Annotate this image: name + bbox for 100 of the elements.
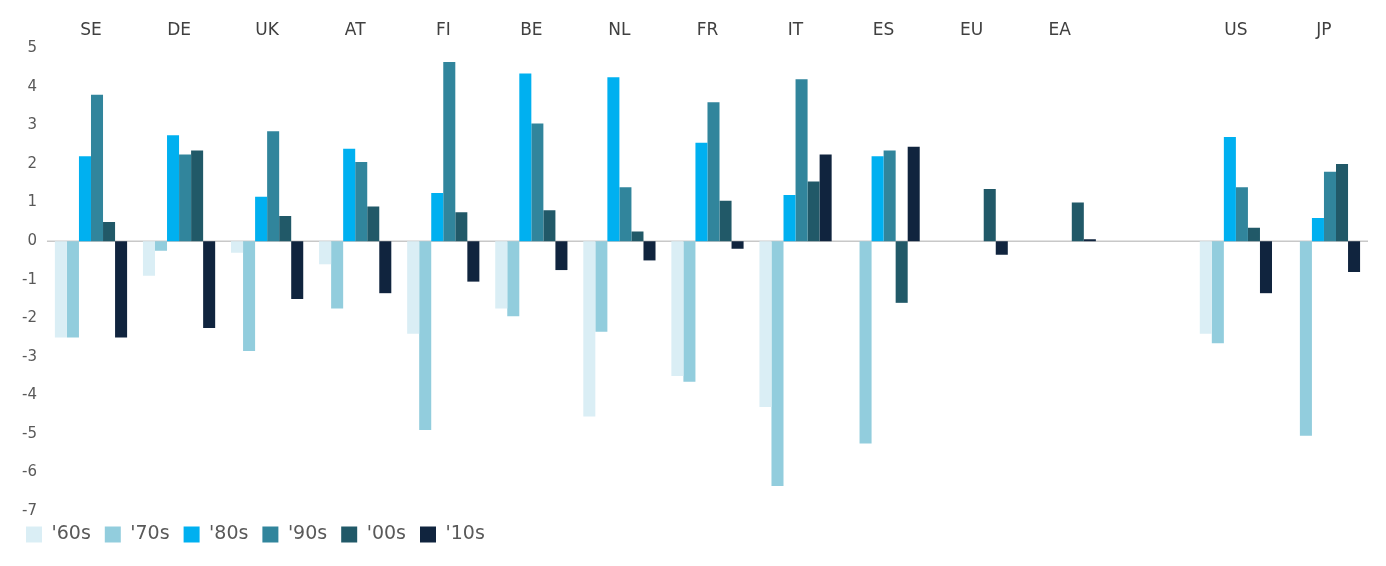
bar [1211, 241, 1224, 344]
x-tick-label: FR [696, 18, 719, 39]
bar [279, 216, 292, 242]
bar [555, 241, 568, 271]
bar [619, 187, 632, 242]
bar [467, 241, 480, 282]
bar [1311, 218, 1324, 242]
bar [731, 241, 744, 249]
bar [895, 241, 908, 303]
legend-label: '00s [366, 521, 407, 544]
y-tick-label: 5 [27, 38, 37, 57]
bar [343, 148, 356, 242]
y-tick-label: 0 [27, 231, 37, 250]
bar [419, 241, 432, 431]
bar [243, 241, 256, 352]
y-tick-label: -2 [21, 308, 37, 327]
bar [531, 123, 544, 242]
y-tick-label: 3 [27, 115, 37, 134]
bar [103, 221, 116, 242]
bar [1199, 241, 1212, 334]
bar [595, 241, 608, 332]
bar [695, 142, 708, 242]
bar [519, 73, 532, 242]
x-tick-label: EU [960, 18, 984, 39]
bar [291, 241, 304, 299]
bar [907, 146, 920, 242]
x-tick-label: SE [80, 18, 102, 39]
bar [495, 241, 508, 309]
x-tick-label: FI [435, 18, 451, 39]
bar [719, 200, 732, 242]
bar [795, 79, 808, 242]
bar [643, 241, 656, 261]
bar [859, 241, 872, 444]
bar [1235, 187, 1248, 242]
x-tick-label: BE [520, 18, 543, 39]
bar [115, 241, 128, 338]
bar [66, 241, 79, 338]
bar [671, 241, 684, 377]
bar [331, 241, 344, 309]
bar [871, 156, 884, 242]
bar [319, 241, 332, 265]
bar [543, 210, 556, 242]
y-tick-label: -7 [21, 500, 37, 519]
y-tick-label: -1 [21, 269, 37, 288]
x-tick-label: IT [787, 18, 804, 39]
bar [683, 241, 696, 382]
bar [167, 135, 180, 242]
bar [1299, 241, 1312, 436]
bar [255, 196, 268, 242]
bar [707, 102, 720, 242]
bar [455, 212, 468, 242]
x-tick-label: DE [167, 18, 191, 39]
bar [355, 162, 368, 242]
bar [583, 241, 596, 417]
bar [771, 241, 784, 486]
bar [203, 241, 216, 328]
x-tick-label: EA [1048, 18, 1072, 39]
y-tick-label: -4 [21, 385, 37, 404]
bar [54, 241, 67, 338]
bar [90, 94, 104, 242]
y-tick-label: -5 [21, 423, 37, 442]
legend-label: '10s [445, 521, 485, 544]
bar [431, 192, 444, 242]
bar [1071, 202, 1084, 242]
x-tick-label: US [1224, 18, 1248, 39]
bar [1323, 171, 1336, 242]
y-tick-label: -3 [21, 346, 37, 365]
legend-label: '80s [209, 521, 249, 544]
bar [78, 156, 91, 242]
bar [1247, 227, 1260, 242]
bar [407, 241, 420, 334]
x-tick-label: AT [344, 18, 367, 39]
bar [179, 154, 192, 242]
bar [443, 61, 456, 242]
bar [631, 231, 644, 242]
x-tick-label: UK [255, 18, 280, 39]
y-tick-label: -6 [21, 462, 37, 481]
y-tick-label: 2 [27, 153, 37, 172]
legend-label: '70s [130, 521, 170, 544]
bar [1259, 241, 1272, 294]
bar [1223, 137, 1236, 242]
bar [883, 150, 896, 242]
bar [983, 189, 996, 242]
bar [142, 241, 155, 276]
x-tick-label: ES [872, 18, 895, 39]
bar [807, 181, 820, 242]
bar [1336, 164, 1349, 242]
bar [507, 241, 520, 317]
x-tick-label: NL [608, 18, 632, 39]
bar [607, 77, 620, 242]
legend-label: '90s [287, 521, 328, 544]
bar [367, 206, 380, 242]
bar [759, 241, 772, 407]
x-tick-label: JP [1315, 18, 1332, 39]
bar [819, 154, 832, 242]
bar [1348, 241, 1361, 272]
y-tick-label: 1 [27, 192, 37, 211]
y-tick-label: 4 [27, 76, 37, 95]
bar [783, 194, 796, 242]
bar [154, 241, 168, 251]
